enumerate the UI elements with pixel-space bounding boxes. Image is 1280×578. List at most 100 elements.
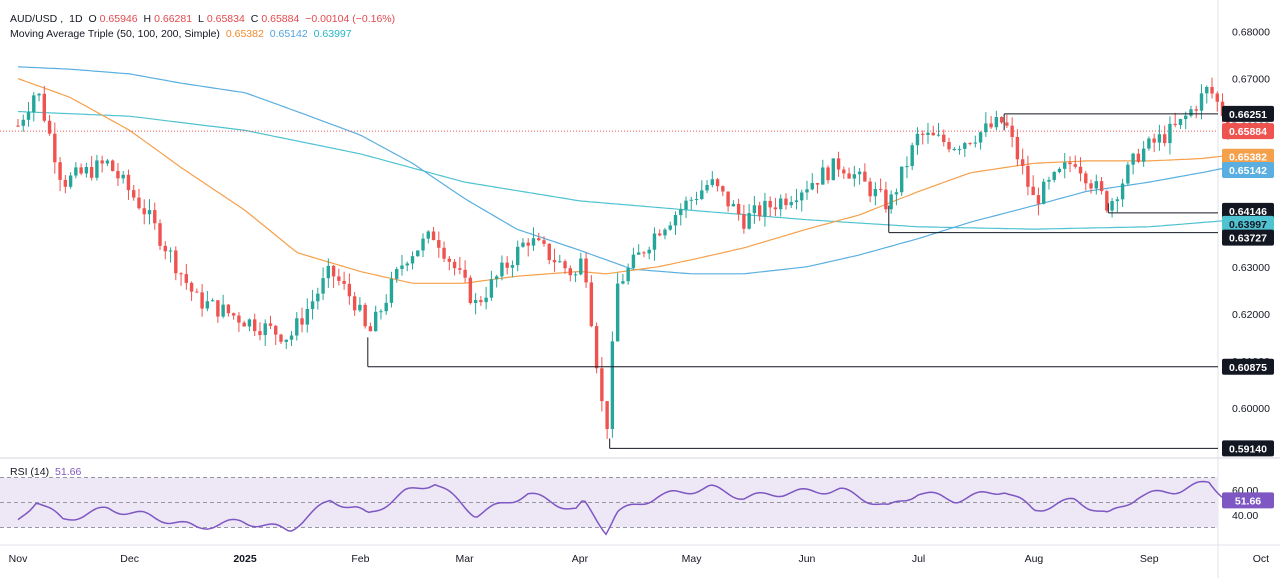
candle-body [926, 132, 930, 135]
candle-body [226, 304, 231, 314]
candle-body [373, 311, 378, 332]
candle-body [452, 261, 457, 269]
candle-body [1094, 181, 1098, 189]
price-label-tag [1222, 358, 1274, 375]
candle-body [58, 162, 62, 180]
candle-body [253, 319, 257, 332]
candle-body [600, 368, 604, 402]
candle-body [647, 249, 651, 254]
candle-body [963, 143, 967, 149]
candle-body [994, 116, 999, 128]
candle-body [110, 160, 115, 171]
price-label-text: 0.65382 [1229, 152, 1267, 164]
candle-body [589, 282, 594, 327]
candle-body [794, 200, 799, 203]
candle-body [563, 261, 567, 269]
candle-body [626, 267, 630, 282]
candle-body [752, 205, 757, 214]
time-tick-label: Feb [351, 553, 369, 565]
candle-body [1057, 168, 1062, 173]
time-tick-label: Aug [1025, 553, 1044, 565]
candle-body [1105, 191, 1109, 211]
candle-body [921, 133, 925, 135]
candle-body [568, 268, 572, 276]
candle-body [237, 315, 241, 323]
candle-body [174, 250, 178, 274]
candle-body [1136, 153, 1141, 162]
candle-body [947, 141, 951, 150]
low-label: L [198, 13, 204, 25]
candle-body [163, 245, 167, 252]
candle-body [153, 210, 157, 224]
candle-body [400, 265, 404, 269]
candle-body [242, 322, 246, 327]
candle-body [957, 148, 962, 150]
rsi-header: RSI (14) 51.66 [10, 466, 84, 478]
candle-body [526, 242, 530, 246]
candle-body [594, 326, 599, 369]
price-label-text: 0.65142 [1229, 165, 1267, 177]
candle-body [1099, 181, 1104, 192]
rsi-value: 51.66 [55, 466, 82, 478]
open-value: 0.65946 [99, 13, 138, 25]
candle-body [610, 341, 615, 430]
rsi-title[interactable]: RSI (14) [10, 466, 50, 478]
candle-body [168, 250, 173, 252]
candle-body [352, 296, 357, 311]
candle-body [84, 166, 89, 174]
interval-label[interactable]: 1D [69, 13, 83, 25]
candle-body [805, 189, 809, 193]
candle-body [868, 181, 872, 197]
candle-body [379, 311, 383, 313]
candle-body [705, 184, 709, 191]
close-value: 0.65884 [261, 13, 300, 25]
candle-body [547, 243, 551, 261]
ma-header: Moving Average Triple (50, 100, 200, Sim… [10, 28, 355, 40]
ma100-line [17, 66, 1236, 275]
candle-body [26, 112, 31, 120]
rsi-value-tag [1222, 492, 1274, 509]
candle-body [284, 339, 288, 342]
candle-body [1152, 138, 1156, 143]
price-label-text: 0.59140 [1229, 443, 1267, 455]
price-label-tag [1222, 215, 1274, 232]
candle-body [331, 265, 336, 277]
time-tick-label: Dec [120, 553, 139, 565]
price-tick-label: 0.63000 [1232, 262, 1270, 274]
low-value: 0.65834 [206, 13, 245, 25]
candle-body [1110, 201, 1114, 211]
candle-body [89, 166, 94, 178]
candle-body [1026, 165, 1030, 187]
price-tick-label: 0.68000 [1232, 27, 1270, 39]
candle-body [857, 171, 862, 175]
candle-body [642, 252, 646, 254]
candle-body [1205, 86, 1209, 94]
candle-body [1189, 109, 1193, 116]
candle-body [316, 293, 320, 302]
ma-title[interactable]: Moving Average Triple (50, 100, 200, Sim… [10, 28, 220, 40]
candle-body [968, 143, 972, 145]
candle-body [894, 192, 899, 195]
time-tick-label: Oct [1253, 553, 1269, 565]
candle-body [668, 225, 672, 230]
candle-body [952, 148, 956, 150]
candle-body [931, 132, 935, 136]
candle-body [731, 203, 736, 207]
candle-body [95, 160, 99, 178]
candle-body [68, 175, 73, 187]
candle-body [584, 258, 588, 283]
candle-body [458, 268, 462, 270]
candle-body [789, 202, 793, 206]
symbol-name[interactable]: AUD/USD [10, 13, 58, 25]
candle-body [442, 247, 446, 259]
candle-body [74, 167, 78, 176]
candle-body [21, 119, 25, 126]
candle-body [384, 302, 388, 312]
time-tick-label: Sep [1140, 553, 1159, 565]
candle-body [652, 233, 657, 250]
candle-body [779, 198, 783, 210]
candle-body [763, 200, 767, 217]
price-label-tag [1222, 229, 1274, 246]
candle-body [310, 301, 315, 309]
